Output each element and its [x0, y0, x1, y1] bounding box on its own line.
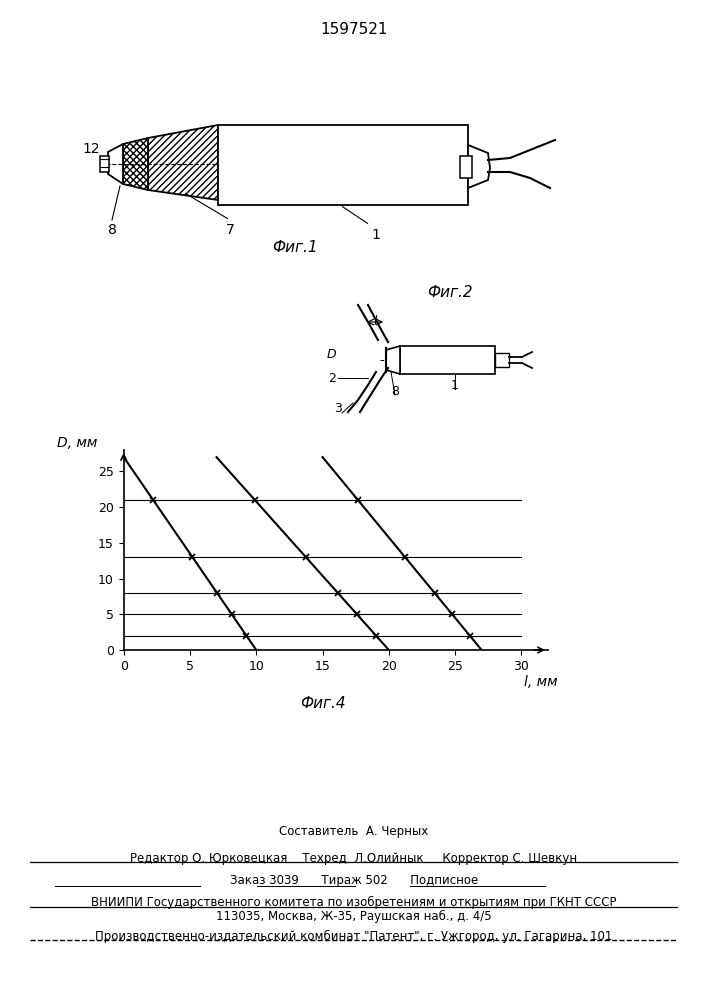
Text: Редактор О. Юрковецкая    Техред  Л.Олийнык     Корректор С. Шевкун: Редактор О. Юрковецкая Техред Л.Олийнык …	[130, 852, 578, 865]
Text: 7: 7	[226, 223, 235, 237]
Text: 1597521: 1597521	[320, 22, 387, 37]
Polygon shape	[123, 138, 148, 190]
Text: Фиг.2: Фиг.2	[427, 285, 473, 300]
Text: 113035, Москва, Ж-35, Раушская наб., д. 4/5: 113035, Москва, Ж-35, Раушская наб., д. …	[216, 910, 492, 923]
Bar	[495, 353, 509, 367]
Bar	[100, 156, 109, 172]
Text: Составитель  А. Черных: Составитель А. Черных	[279, 825, 428, 838]
Text: 1: 1	[372, 228, 380, 242]
Polygon shape	[386, 346, 400, 374]
Text: 2: 2	[328, 371, 336, 384]
Text: l, мм: l, мм	[525, 675, 558, 689]
Polygon shape	[148, 125, 218, 200]
Text: 1: 1	[451, 379, 459, 392]
Text: Фиг.4: Фиг.4	[300, 696, 346, 711]
Text: l: l	[373, 315, 377, 328]
Text: Производственно-издательский комбинат "Патент", г. Ужгород, ул. Гагарина, 101: Производственно-издательский комбинат "П…	[95, 930, 613, 943]
Text: D, мм: D, мм	[57, 436, 98, 450]
Text: 8: 8	[391, 385, 399, 398]
Text: 12: 12	[83, 142, 100, 156]
Bar	[218, 125, 468, 205]
Bar	[460, 156, 472, 178]
Polygon shape	[468, 145, 490, 188]
Text: D: D	[327, 349, 336, 361]
Polygon shape	[108, 144, 123, 184]
Bar	[400, 346, 495, 374]
Text: ВНИИПИ Государственного комитета по изобретениям и открытиям при ГКНТ СССР: ВНИИПИ Государственного комитета по изоб…	[91, 896, 617, 909]
Text: 3: 3	[334, 402, 342, 415]
Text: Заказ 3039      Тираж 502      Подписное: Заказ 3039 Тираж 502 Подписное	[230, 874, 478, 887]
Text: Фиг.1: Фиг.1	[272, 240, 318, 255]
Text: 8: 8	[107, 223, 117, 237]
